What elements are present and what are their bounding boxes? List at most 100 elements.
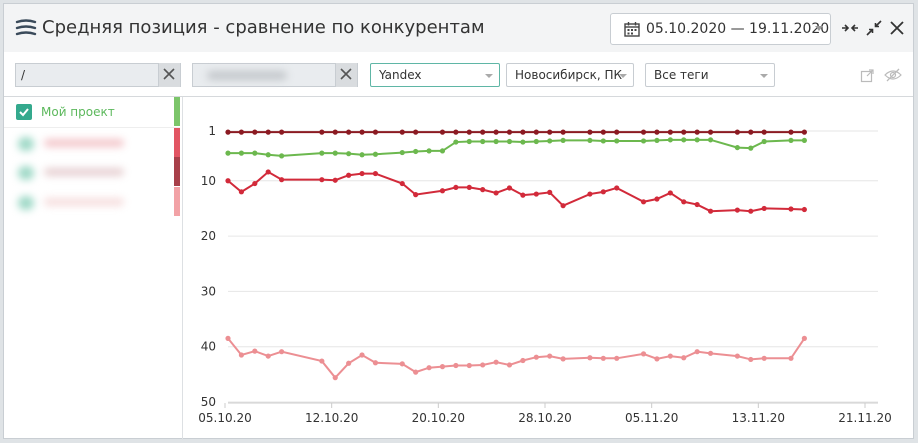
data-point <box>265 129 271 135</box>
menu-icon[interactable] <box>15 19 37 37</box>
data-point <box>359 129 365 135</box>
legend-item[interactable] <box>4 157 180 186</box>
clear-domain-button[interactable] <box>335 63 357 87</box>
data-point <box>252 348 258 354</box>
data-point <box>614 355 620 361</box>
series-line-3 <box>227 337 806 380</box>
data-point <box>426 365 432 371</box>
data-point <box>493 138 499 145</box>
data-point <box>319 129 325 135</box>
data-point <box>640 199 647 205</box>
data-point <box>480 187 486 193</box>
data-point <box>346 129 352 135</box>
data-point <box>681 137 687 143</box>
checkbox[interactable] <box>16 104 32 120</box>
data-point <box>332 177 338 183</box>
legend-item[interactable] <box>4 127 180 157</box>
hide-icon[interactable] <box>884 67 902 83</box>
search-engine-select[interactable]: Yandex <box>370 63 500 87</box>
clear-url-button[interactable] <box>158 63 180 87</box>
data-point <box>225 335 231 341</box>
data-point <box>547 189 553 195</box>
legend-color-bar <box>174 157 180 186</box>
data-point <box>707 350 714 356</box>
data-point <box>466 129 472 135</box>
data-point <box>560 356 566 362</box>
calendar-icon <box>624 22 640 37</box>
data-point <box>453 184 459 191</box>
legend-color-bar <box>174 97 180 126</box>
data-point <box>640 129 647 135</box>
widget-header: Средняя позиция - сравнение по конкурент… <box>4 4 913 53</box>
data-point <box>439 148 446 154</box>
data-point <box>332 129 338 135</box>
data-point <box>694 201 700 208</box>
data-point <box>279 153 285 159</box>
legend-panel: Мой проект <box>4 97 183 440</box>
data-point <box>399 129 405 135</box>
data-point <box>265 169 271 175</box>
collapse-horizontal-icon[interactable] <box>841 19 859 37</box>
search-engine-value: Yandex <box>379 68 422 82</box>
data-point <box>439 364 446 370</box>
data-point <box>238 150 245 156</box>
date-range-label: 05.10.2020 — 19.11.2020 <box>646 21 830 37</box>
data-point <box>265 353 271 359</box>
data-point <box>547 138 553 144</box>
data-point <box>600 355 606 361</box>
data-point <box>547 353 553 359</box>
check-icon <box>19 108 29 117</box>
y-tick-label: 10 <box>201 174 216 188</box>
data-point <box>667 353 673 359</box>
data-point <box>533 129 539 135</box>
data-point <box>734 144 740 151</box>
data-point <box>801 129 807 135</box>
data-point <box>319 358 325 364</box>
data-point <box>225 178 231 184</box>
minimize-icon[interactable] <box>865 19 883 37</box>
data-point <box>252 150 258 156</box>
data-point <box>654 196 660 202</box>
data-point <box>761 129 767 135</box>
y-tick-label: 1 <box>208 124 216 138</box>
data-point <box>238 129 245 135</box>
data-point <box>587 137 593 144</box>
domain-filter-input[interactable] <box>192 63 358 87</box>
data-point <box>426 148 432 154</box>
export-icon[interactable] <box>860 68 875 83</box>
data-point <box>359 170 365 177</box>
data-point <box>279 349 285 355</box>
data-point <box>560 137 566 144</box>
x-tick-label: 12.10.20 <box>305 411 358 425</box>
y-tick-label: 40 <box>201 340 216 354</box>
date-range-button[interactable]: 05.10.2020 — 19.11.2020 <box>610 13 831 45</box>
data-point <box>399 149 405 156</box>
x-tick-label: 13.11.20 <box>732 411 785 425</box>
data-point <box>694 349 700 355</box>
data-point <box>587 191 593 197</box>
x-tick-label: 20.10.20 <box>412 411 465 425</box>
data-point <box>788 129 794 135</box>
data-point <box>547 129 553 135</box>
blurred-label <box>44 139 124 147</box>
data-point <box>399 180 405 187</box>
data-point <box>520 357 526 364</box>
tags-select[interactable]: Все теги <box>645 63 775 87</box>
y-tick-label: 20 <box>201 229 216 243</box>
legend-item-my-project[interactable]: Мой проект <box>4 97 180 126</box>
data-point <box>319 177 325 183</box>
data-point <box>667 190 673 196</box>
data-point <box>694 137 700 143</box>
data-point <box>252 129 258 135</box>
region-select[interactable]: Новосибирск, ПК <box>506 63 634 87</box>
data-point <box>801 206 807 213</box>
data-point <box>506 138 513 145</box>
data-point <box>453 139 459 145</box>
close-icon[interactable] <box>888 19 906 37</box>
url-filter-input[interactable]: / <box>15 63 181 87</box>
legend-item[interactable] <box>4 187 180 216</box>
data-point <box>265 152 271 158</box>
data-point <box>654 137 660 144</box>
position-chart: 1 10 20 30 40 50 05.10.20 12.10.20 20.10.20 28.10… <box>184 97 914 440</box>
position-widget: Средняя позиция - сравнение по конкурент… <box>3 3 914 440</box>
